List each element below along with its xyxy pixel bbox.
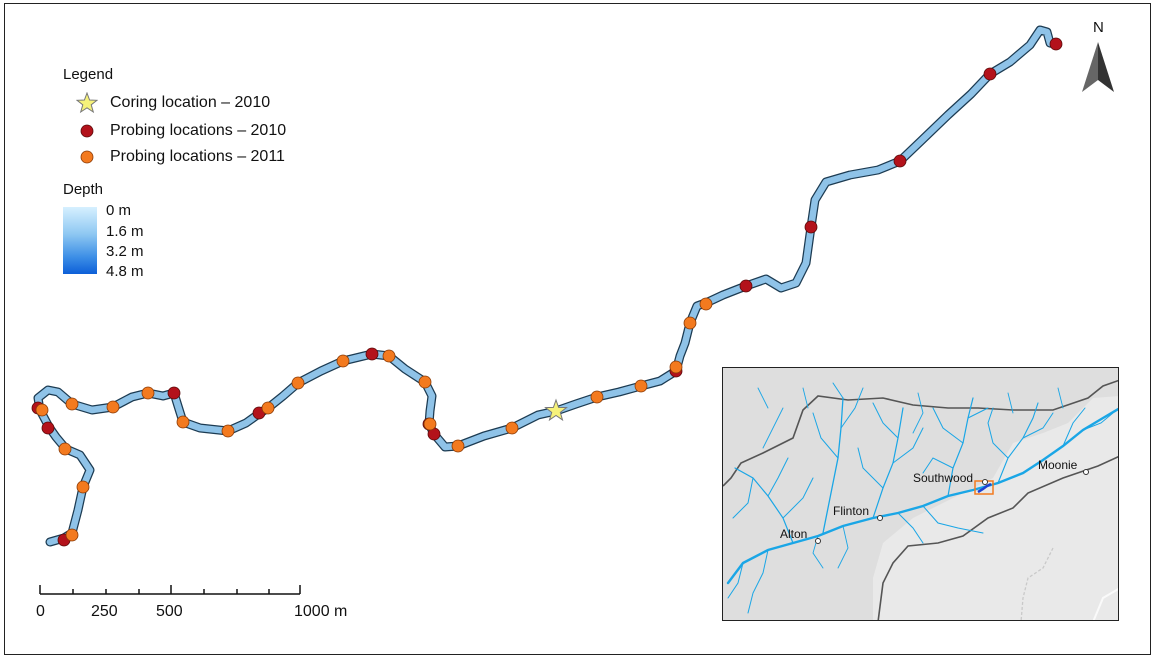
legend-label-probe-2011: Probing locations – 2011 [110,148,285,165]
north-arrow-icon [1082,42,1114,92]
inset-boundary-south [877,456,1118,620]
probe-point-2010 [41,421,55,435]
inset-rivers [726,382,1118,614]
depth-color-ramp [63,207,97,274]
probe-point-2010 [365,347,379,361]
probe-point-2011 [261,401,275,415]
town-label-flinton: Flinton [833,504,870,518]
scale-bar [39,585,301,595]
scale-label-500: 500 [156,603,183,620]
probe-point-2010 [893,154,907,168]
town-label-alton: Alton [780,527,808,541]
probe-point-2011 [382,349,396,363]
inset-map: Southwood Moonie Flinton Alton [722,367,1119,621]
legend-item-probe-2011: Probing locations – 2011 [76,147,285,167]
probe-points [31,37,1063,547]
probe-point-2011 [76,480,90,494]
inset-boundary-north [723,379,1118,487]
coring-location-star [544,398,568,422]
probe-point-2011 [141,386,155,400]
scale-label-250: 250 [91,603,118,620]
probe-point-2011 [58,442,72,456]
town-dot-moonie [1083,469,1089,475]
legend-label-coring: Coring location – 2010 [110,94,271,111]
inset-region [723,368,1118,620]
inset-track [1020,547,1054,620]
probe-point-2011 [65,528,79,542]
probe-point-2011 [423,417,437,431]
probe-point-2011 [418,375,432,389]
probe-point-2010 [739,279,753,293]
probe-point-2011 [683,316,697,330]
probe-point-2011 [634,379,648,393]
probe-point-2011 [336,354,350,368]
probe-point-2010 [804,220,818,234]
town-dot-flinton [877,515,883,521]
probe-point-2011 [451,439,465,453]
legend-item-coring: Coring location – 2010 [76,92,271,114]
probe-point-2010 [167,386,181,400]
depth-label-0: 0 m [106,202,132,219]
probe-point-2011 [65,397,79,411]
depth-title: Depth [63,181,104,198]
town-label-moonie: Moonie [1038,458,1078,472]
inset-map-drawing [723,368,1118,620]
probe-point-2010 [983,67,997,81]
inset-road [1092,588,1118,620]
probe-point-2011 [699,297,713,311]
probe-point-2011 [505,421,519,435]
probe-point-2011 [590,390,604,404]
probe-point-2011 [221,424,235,438]
probe-point-2011 [291,376,305,390]
inset-study-river [977,482,992,494]
town-label-southwood: Southwood [913,471,974,485]
legend-label-probe-2010: Probing locations – 2010 [110,122,287,139]
depth-label-3: 4.8 m [106,263,144,280]
orange-dot-icon [76,147,98,167]
legend-title: Legend [63,66,114,83]
town-dot-southwood [982,479,988,485]
depth-label-2: 3.2 m [106,243,144,260]
red-dot-icon [76,121,98,141]
scale-label-0: 0 [36,603,45,620]
probe-point-2011 [669,360,683,374]
depth-label-1: 1.6 m [106,223,144,240]
probe-point-2011 [35,403,49,417]
north-label: N [1093,19,1104,36]
probe-point-2010 [1049,37,1063,51]
probe-point-2011 [176,415,190,429]
star-icon [76,92,98,114]
legend-item-probe-2010: Probing locations – 2010 [76,121,286,141]
scale-label-1000: 1000 m [294,603,348,620]
probe-point-2011 [106,400,120,414]
town-dot-alton [815,538,821,544]
